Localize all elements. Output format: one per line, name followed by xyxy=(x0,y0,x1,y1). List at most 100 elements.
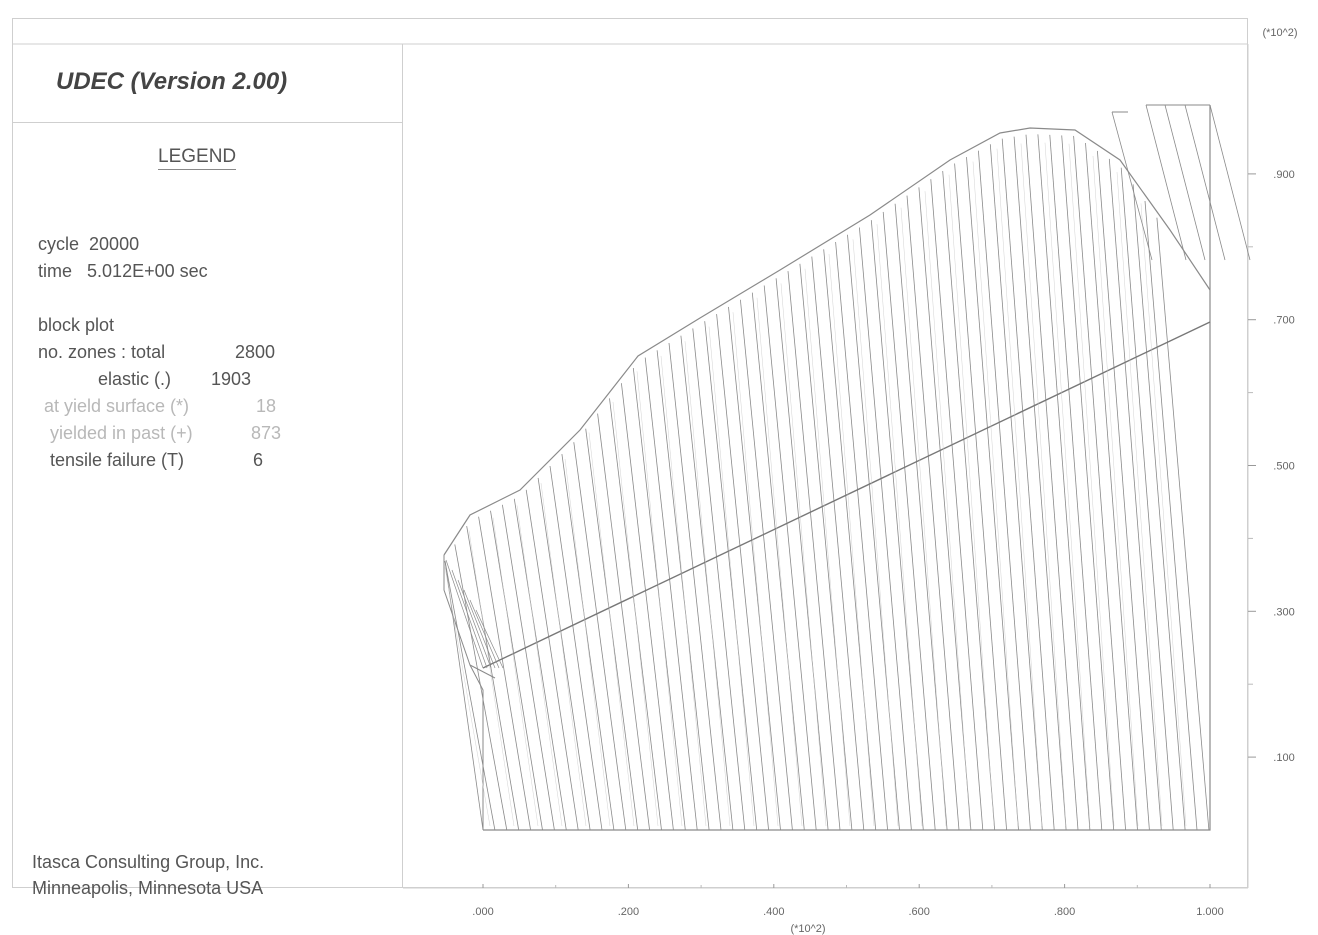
yield-surface-label: at yield surface (*) xyxy=(44,396,190,416)
zone-line xyxy=(636,371,683,827)
x-scale-label: (*10^2) xyxy=(790,923,825,935)
zone-line xyxy=(852,239,899,827)
column-joint xyxy=(1145,104,1187,261)
toe-joint xyxy=(469,599,500,669)
block-joint xyxy=(1061,135,1115,831)
block-joint xyxy=(989,144,1043,831)
block-joint xyxy=(930,179,984,831)
block-joint xyxy=(668,342,722,831)
block-joint xyxy=(525,489,579,831)
zone-line xyxy=(876,224,923,827)
block-joint xyxy=(882,211,936,831)
credit-line-2: Minneapolis, Minnesota USA xyxy=(32,878,264,898)
block-joint xyxy=(644,357,698,831)
zone-line xyxy=(1092,155,1139,827)
block-joint xyxy=(1144,200,1198,831)
mesh-boundary xyxy=(483,105,1211,831)
block-joint xyxy=(835,241,888,831)
elastic-value: 1903 xyxy=(211,369,252,389)
zone-line xyxy=(1068,143,1115,827)
block-joint xyxy=(1013,136,1067,831)
block-joint xyxy=(597,413,650,831)
block-joint xyxy=(490,510,543,831)
block-joint xyxy=(728,306,781,831)
block-joint xyxy=(692,328,746,831)
y-tick-label: .900 xyxy=(1273,169,1294,181)
legend-heading: LEGEND xyxy=(158,146,237,170)
legend-panel: UDEC (Version 2.00) LEGEND cycle 20000 t… xyxy=(12,44,403,898)
tensile-label: tensile failure (T) xyxy=(50,450,185,470)
toe-joint xyxy=(475,609,504,669)
block-joint xyxy=(1049,134,1103,831)
block-joint xyxy=(1037,134,1091,831)
block-joint xyxy=(978,150,1031,831)
zone-line xyxy=(996,148,1043,827)
zone-line xyxy=(732,312,779,827)
block-joint xyxy=(561,454,615,831)
zone-line xyxy=(588,432,635,827)
elastic-label: elastic (.) xyxy=(98,369,172,389)
yield-surface-value: 18 xyxy=(256,396,277,416)
zones-total-value: 2800 xyxy=(235,342,276,362)
zone-line xyxy=(492,517,539,827)
zone-line xyxy=(612,401,659,827)
column-joint xyxy=(1164,104,1206,261)
zone-line xyxy=(684,341,731,827)
page-title: UDEC (Version 2.00) xyxy=(56,68,288,95)
block-joint xyxy=(918,187,972,831)
block-joint xyxy=(1120,167,1174,831)
zone-line xyxy=(660,355,707,827)
y-scale-label: (*10^2) xyxy=(1262,27,1297,39)
y-axis-ticks: .100 .300 .500 .700 .900 xyxy=(1248,169,1295,764)
zone-line xyxy=(924,191,971,827)
block-joint xyxy=(954,163,1007,831)
block-joint xyxy=(906,195,960,831)
toe-joint xyxy=(469,664,496,679)
y-tick-label: .500 xyxy=(1273,461,1294,473)
block-joint xyxy=(894,203,948,831)
block-joint xyxy=(751,292,805,831)
block-joint xyxy=(549,465,603,831)
block-joint xyxy=(656,350,710,831)
block-joint xyxy=(632,367,686,831)
x-tick-label: .400 xyxy=(763,906,784,918)
block-joint xyxy=(823,249,877,831)
yielded-past-value: 873 xyxy=(251,423,282,443)
slope-surface xyxy=(443,127,1211,556)
block-joint xyxy=(1097,150,1150,831)
zone-line xyxy=(444,567,491,827)
zone-line xyxy=(1116,171,1163,827)
block-joint xyxy=(466,526,520,831)
block-joint xyxy=(811,256,865,831)
block-joint xyxy=(740,299,793,831)
x-tick-label: .800 xyxy=(1054,906,1075,918)
zone-line xyxy=(1044,142,1091,827)
x-axis-ticks: .000 .200 .400 .600 .800 1.000 xyxy=(472,884,1224,918)
block-joint xyxy=(454,544,508,831)
block-joint xyxy=(847,234,900,831)
cycle-row: cycle 20000 xyxy=(38,234,139,255)
credit-line-1: Itasca Consulting Group, Inc. xyxy=(32,852,265,872)
block-joint xyxy=(859,227,912,831)
y-tick-label: .100 xyxy=(1273,752,1294,764)
block-joint xyxy=(621,383,674,831)
y-tick-label: .700 xyxy=(1273,315,1294,327)
title-box: UDEC (Version 2.00) xyxy=(12,44,402,123)
toe-joint xyxy=(451,569,488,669)
block-joint xyxy=(775,278,829,831)
zone-line xyxy=(708,326,755,827)
time-value: 5.012E+00 sec xyxy=(87,261,208,281)
x-tick-label: .000 xyxy=(472,906,493,918)
block-joint xyxy=(787,271,841,831)
block-joint xyxy=(1025,134,1079,831)
zone-line xyxy=(828,254,875,827)
zone-line xyxy=(948,174,995,827)
zone-line xyxy=(468,530,515,827)
block-joint xyxy=(716,313,769,831)
column-joint xyxy=(1209,104,1251,261)
time-label: time xyxy=(38,261,73,281)
zone-line xyxy=(564,458,611,827)
block-joint xyxy=(799,263,853,831)
zone-line xyxy=(804,268,851,827)
